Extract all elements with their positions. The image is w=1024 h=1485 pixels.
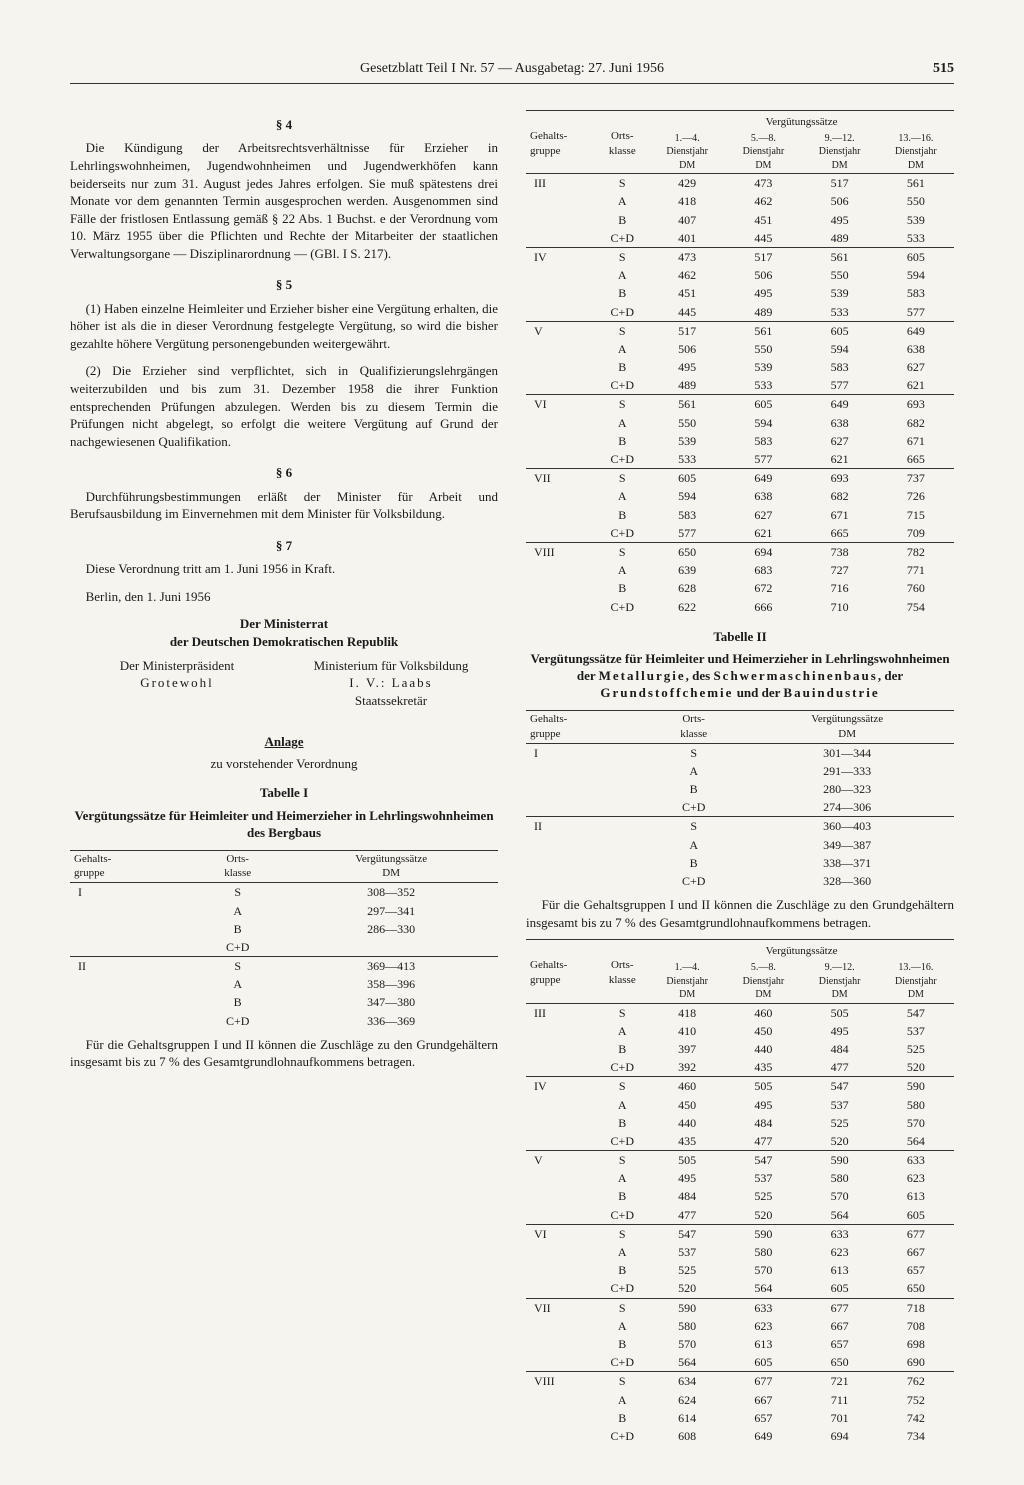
page-number: 515 xyxy=(933,60,954,79)
page-header: Gesetzblatt Teil I Nr. 57 — Ausgabetag: … xyxy=(70,60,954,84)
sig-right-title: Ministerium für Volksbildung xyxy=(284,657,498,675)
sig-right-name: I. V.: Laabs xyxy=(284,674,498,692)
sig-left-name: Grotewohl xyxy=(70,674,284,692)
note2: Für die Gehaltsgruppen I und II können d… xyxy=(526,896,954,931)
s7-title: § 7 xyxy=(70,537,498,555)
s7-text: Diese Verordnung tritt am 1. Juni 1956 i… xyxy=(70,560,498,578)
tab2-subtitle: Vergütungssätze für Heimleiter und Heime… xyxy=(526,651,954,702)
left-column: § 4 Die Kündigung der Arbeitsrechtsverhä… xyxy=(70,102,498,1445)
s6-title: § 6 xyxy=(70,464,498,482)
tab1-subtitle: Vergütungssätze für Heimleiter und Heime… xyxy=(70,808,498,842)
table2a: Gehalts- gruppeOrts- klasseVergütungssät… xyxy=(526,710,954,890)
tab1-title: Tabelle I xyxy=(70,784,498,802)
place-date: Berlin, den 1. Juni 1956 xyxy=(70,588,498,606)
council-line1: Der Ministerrat xyxy=(70,615,498,633)
council-line2: der Deutschen Demokratischen Republik xyxy=(70,633,498,651)
anlage-sub: zu vorstehender Verordnung xyxy=(70,755,498,773)
sig-left-title: Der Ministerpräsident xyxy=(70,657,284,675)
table1: Gehalts- gruppeOrts- klasseVergütungssät… xyxy=(70,850,498,1030)
s5-p1: (1) Haben einzelne Heimleiter und Erzieh… xyxy=(70,300,498,353)
tableB: Gehalts- gruppeOrts- klasseVergütungssät… xyxy=(526,939,954,1445)
s4-title: § 4 xyxy=(70,116,498,134)
header-title: Gesetzblatt Teil I Nr. 57 — Ausgabetag: … xyxy=(360,61,664,76)
sig-right-sub: Staatssekretär xyxy=(284,692,498,710)
signature-block: Der Ministerpräsident Grotewohl Minister… xyxy=(70,657,498,710)
anlage-title: Anlage xyxy=(70,733,498,751)
s4-text: Die Kündigung der Arbeitsrechtsverhältni… xyxy=(70,139,498,262)
right-column: Gehalts- gruppeOrts- klasseVergütungssät… xyxy=(526,102,954,1445)
s5-p2: (2) Die Erzieher sind verpflichtet, sich… xyxy=(70,362,498,450)
tableA: Gehalts- gruppeOrts- klasseVergütungssät… xyxy=(526,110,954,616)
note1: Für die Gehaltsgruppen I und II können d… xyxy=(70,1036,498,1071)
tab2-title: Tabelle II xyxy=(526,628,954,646)
s5-title: § 5 xyxy=(70,276,498,294)
s6-text: Durchführungsbestimmungen erläßt der Min… xyxy=(70,488,498,523)
two-column-layout: § 4 Die Kündigung der Arbeitsrechtsverhä… xyxy=(70,102,954,1445)
